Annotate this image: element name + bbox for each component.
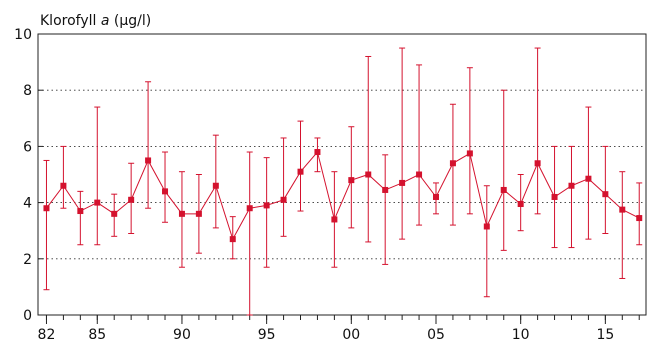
data-point (263, 202, 270, 209)
error-bars (43, 47, 643, 316)
data-point (432, 193, 439, 200)
data-point (382, 186, 389, 193)
title-italic: a (101, 13, 110, 29)
data-point (602, 191, 609, 198)
y-tick-label: 10 (14, 27, 32, 43)
data-point (399, 179, 406, 186)
y-tick-label: 0 (23, 308, 32, 324)
x-tick-label: 82 (38, 327, 56, 343)
data-point (229, 236, 236, 243)
chart-title: Klorofyll a (µg/l) (40, 13, 151, 29)
data-point (365, 171, 372, 178)
data-point (585, 175, 592, 182)
data-point (195, 210, 202, 217)
data-point (568, 182, 575, 189)
data-point (449, 160, 456, 167)
x-tick-label: 85 (88, 327, 106, 343)
data-point (77, 208, 84, 215)
data-point (178, 210, 185, 217)
y-axis: 0 2 4 6 8 10 (14, 27, 43, 324)
y-tick-label: 4 (23, 196, 32, 212)
data-point (551, 193, 558, 200)
title-prefix: Klorofyll (40, 13, 101, 29)
y-tick-label: 2 (23, 252, 32, 268)
data-point (314, 149, 321, 156)
data-point (94, 199, 101, 206)
data-point (162, 188, 169, 195)
x-tick-label: 00 (342, 327, 360, 343)
data-point (619, 206, 626, 213)
data-point (331, 216, 338, 223)
data-point (500, 186, 507, 193)
data-point (466, 150, 473, 157)
data-point (246, 205, 253, 212)
data-point (111, 210, 118, 217)
y-tick-label: 6 (23, 139, 32, 155)
plot-frame (37, 33, 647, 316)
series-line (46, 150, 640, 241)
x-tick-label: 10 (512, 327, 530, 343)
x-tick-label: 15 (596, 327, 614, 343)
title-suffix: (µg/l) (109, 13, 151, 29)
data-points (43, 149, 643, 243)
data-point (60, 182, 67, 189)
data-point (517, 201, 524, 208)
data-point (128, 196, 135, 203)
data-point (483, 223, 490, 230)
data-point (43, 205, 50, 212)
x-tick-label: 90 (173, 327, 191, 343)
data-point (280, 196, 287, 203)
x-axis: 82 85 90 95 00 05 10 15 (38, 315, 640, 343)
data-point (416, 171, 423, 178)
data-point (145, 157, 152, 164)
data-point (297, 168, 304, 175)
data-point (212, 182, 219, 189)
x-tick-label: 05 (427, 327, 445, 343)
x-tick-label: 95 (258, 327, 276, 343)
y-tick-label: 8 (23, 83, 32, 99)
data-point (534, 160, 541, 167)
data-point (348, 177, 355, 184)
data-point (636, 215, 643, 222)
